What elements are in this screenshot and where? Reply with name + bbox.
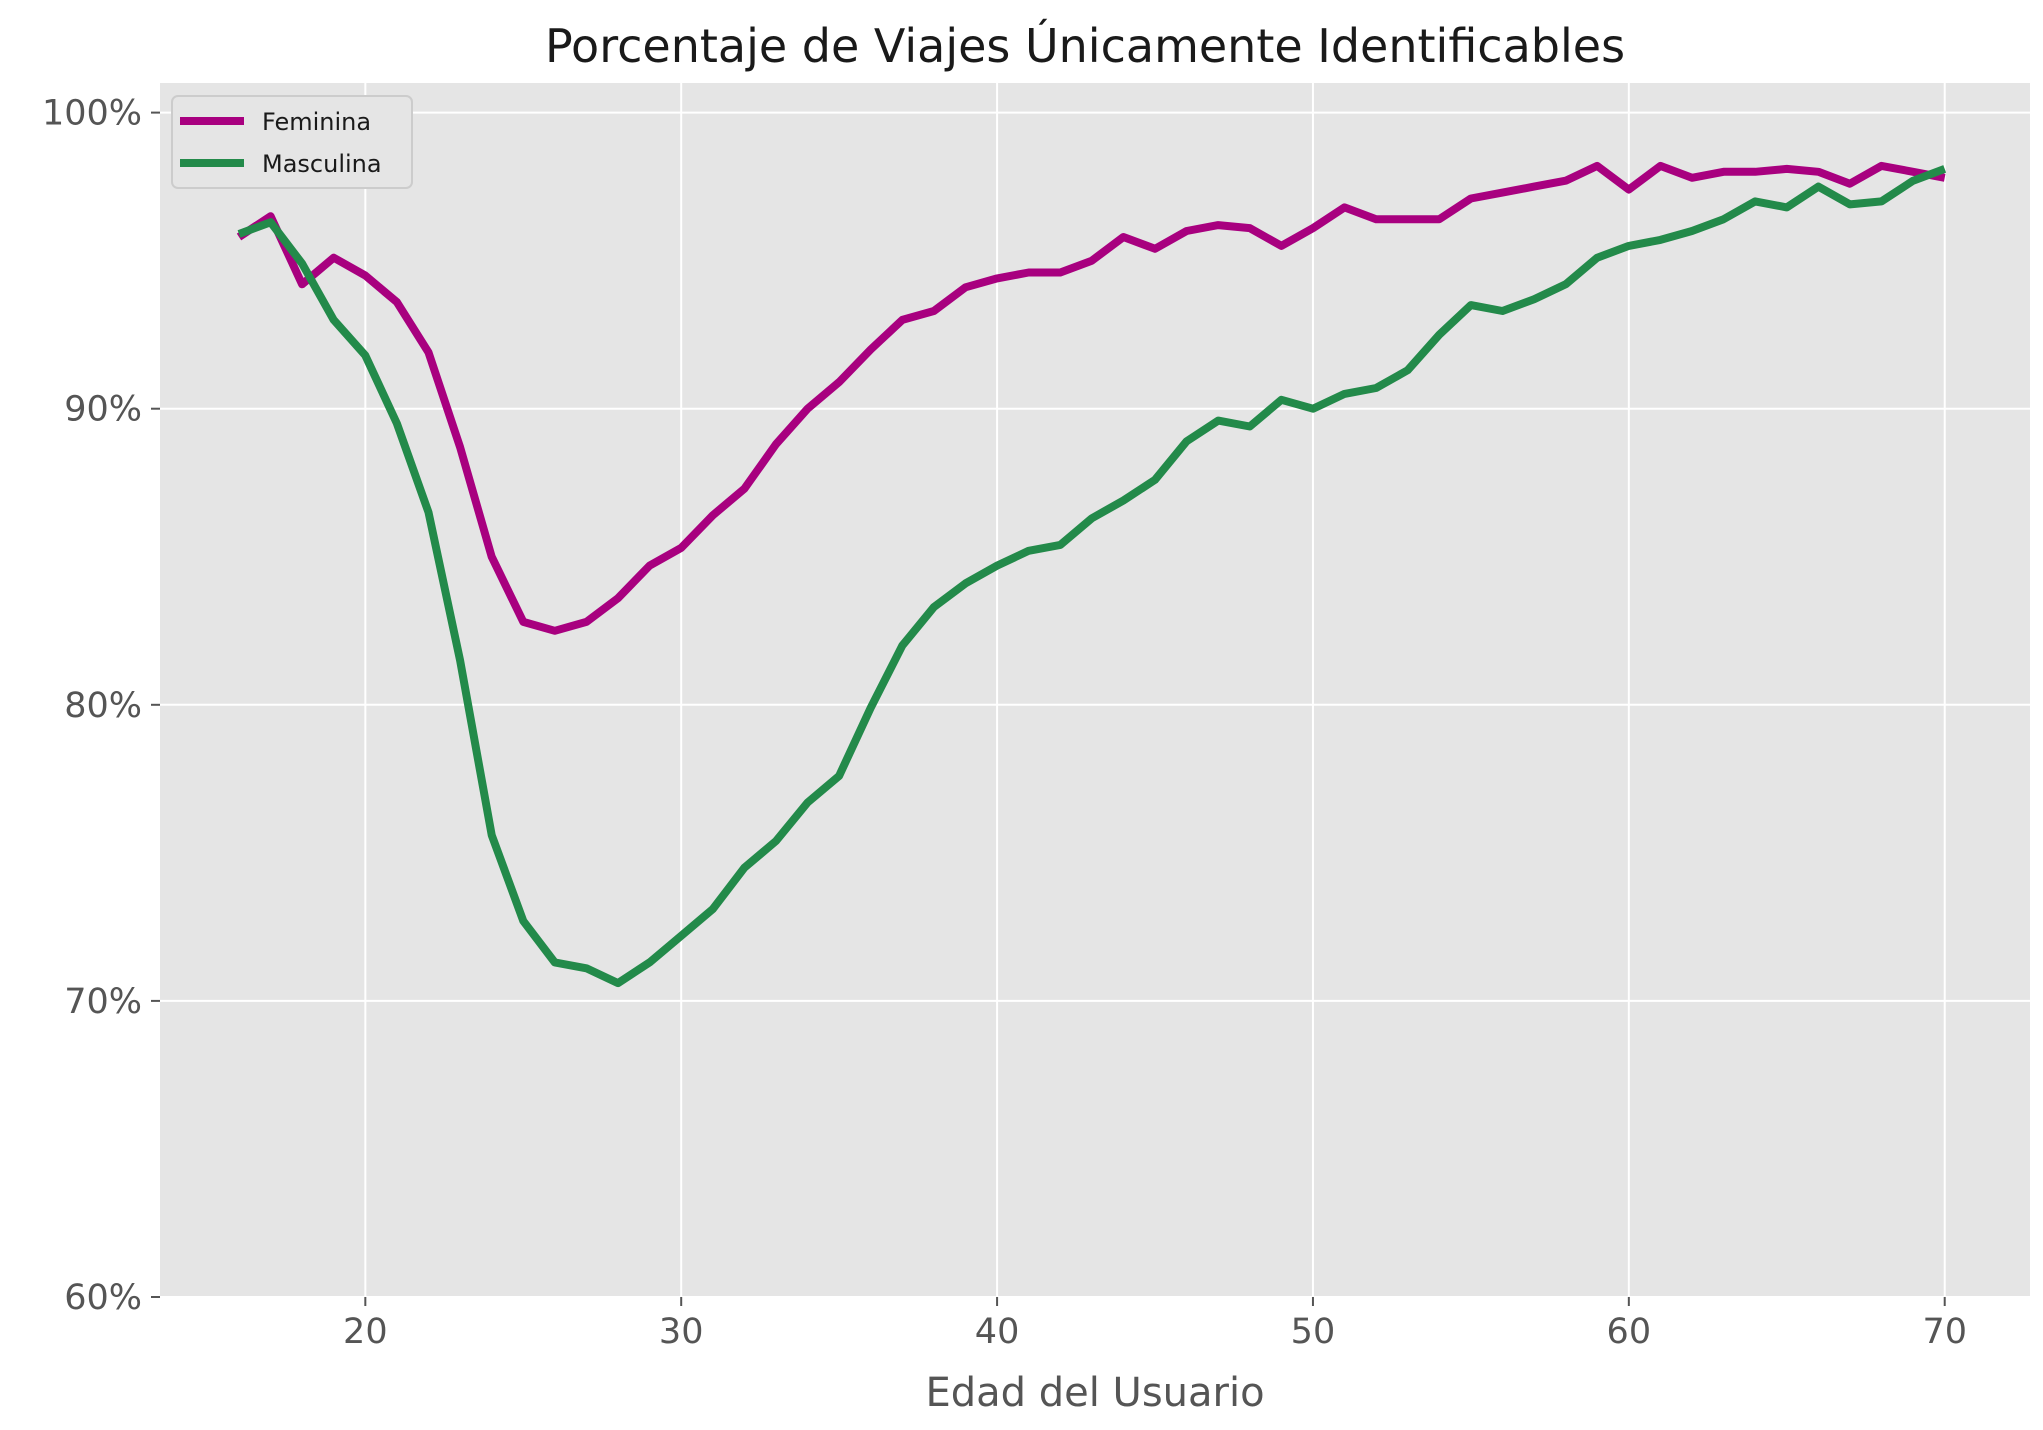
y-axis-ticks: 60% 70% 80% 90% 100% (42, 94, 160, 1318)
y-tick-label: 80% (64, 686, 142, 726)
x-axis-label: Edad del Usuario (925, 1370, 1264, 1416)
y-tick-label: 70% (64, 982, 142, 1022)
x-tick-label: 20 (343, 1312, 388, 1352)
series-line-feminina (236, 161, 1946, 635)
y-tick-label: 90% (64, 390, 142, 430)
series-lines (236, 161, 1947, 988)
x-tick-label: 30 (659, 1312, 704, 1352)
plot-area (160, 83, 2030, 1297)
chart-title: Porcentaje de Viajes Únicamente Identifi… (545, 19, 1625, 73)
x-tick-label: 40 (975, 1312, 1020, 1352)
legend-label-masculina: Masculina (262, 150, 382, 178)
y-tick-label: 100% (42, 94, 142, 134)
x-tick-label: 60 (1607, 1312, 1652, 1352)
grid-lines (160, 83, 2030, 1298)
legend-label-feminina: Feminina (262, 108, 371, 136)
legend: Feminina Masculina (171, 95, 413, 189)
y-tick-label: 60% (64, 1278, 142, 1318)
x-tick-label: 70 (1922, 1312, 1967, 1352)
x-tick-label: 50 (1291, 1312, 1336, 1352)
x-axis-ticks: 20 30 40 50 60 70 (343, 1297, 1967, 1352)
series-line-masculina (237, 165, 1947, 988)
